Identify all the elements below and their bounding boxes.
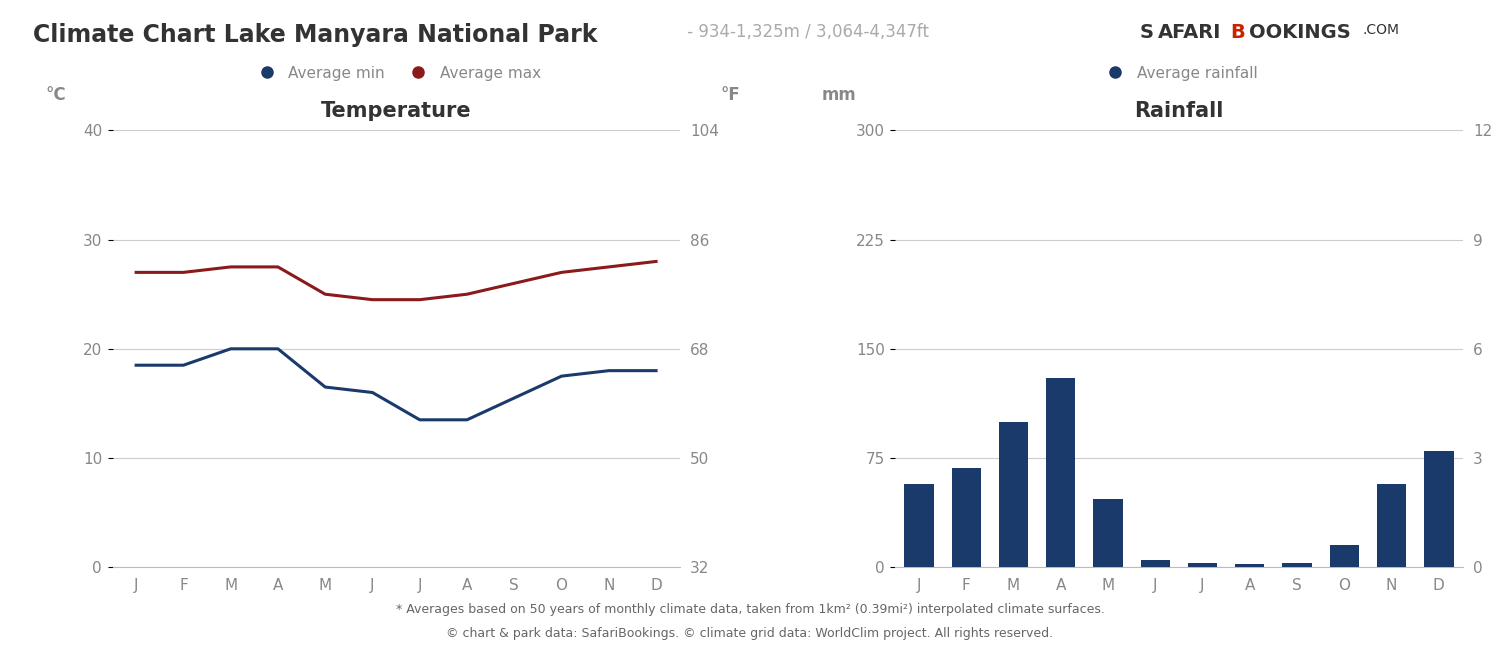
Title: Rainfall: Rainfall: [1134, 100, 1224, 121]
Bar: [1329, 545, 1359, 567]
Title: Temperature: Temperature: [321, 100, 471, 121]
Text: © chart & park data: SafariBookings. © climate grid data: WorldClim project. All: © chart & park data: SafariBookings. © c…: [447, 627, 1053, 640]
Text: °F: °F: [722, 86, 741, 104]
Text: S: S: [1140, 23, 1154, 42]
Text: mm: mm: [821, 86, 856, 104]
Text: OOKINGS: OOKINGS: [1250, 23, 1352, 42]
Text: * Averages based on 50 years of monthly climate data, taken from 1km² (0.39mi²) : * Averages based on 50 years of monthly …: [396, 603, 1104, 616]
Bar: [1234, 565, 1264, 567]
Bar: [1377, 484, 1407, 567]
Legend: Average min, Average max: Average min, Average max: [246, 59, 548, 87]
Bar: [951, 468, 981, 567]
Bar: [999, 422, 1028, 567]
Text: B: B: [1230, 23, 1245, 42]
Bar: [1140, 560, 1170, 567]
Text: °C: °C: [45, 86, 66, 104]
Text: .COM: .COM: [1362, 23, 1400, 37]
Bar: [1188, 563, 1216, 567]
Text: AFARI: AFARI: [1158, 23, 1221, 42]
Bar: [1046, 378, 1076, 567]
Bar: [1424, 451, 1454, 567]
Bar: [904, 484, 933, 567]
Bar: [1282, 563, 1311, 567]
Text: - 934-1,325m / 3,064-4,347ft: - 934-1,325m / 3,064-4,347ft: [682, 23, 930, 41]
Bar: [1094, 499, 1122, 567]
Text: Climate Chart Lake Manyara National Park: Climate Chart Lake Manyara National Park: [33, 23, 597, 47]
Legend: Average rainfall: Average rainfall: [1094, 59, 1263, 87]
